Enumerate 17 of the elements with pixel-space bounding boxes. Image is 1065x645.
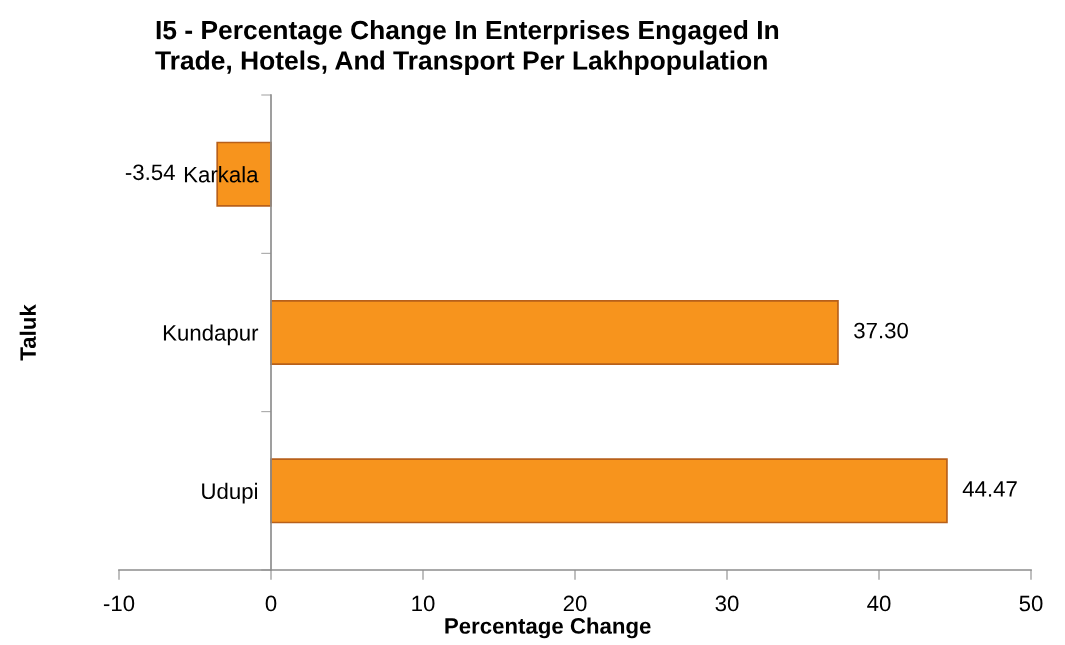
data-label: -3.54 — [125, 164, 175, 181]
x-tick-label: 40 — [867, 595, 891, 612]
x-tick-label: 50 — [1019, 595, 1043, 612]
y-tick-label: Udupi — [202, 482, 258, 504]
bar — [270, 458, 948, 524]
bar — [270, 299, 839, 366]
x-tick-label: 10 — [412, 595, 435, 612]
data-label: 37.30 — [854, 322, 908, 339]
data-label: 44.47 — [962, 481, 1017, 497]
x-tick-label: 30 — [715, 595, 739, 612]
x-tick-label: -10 — [103, 595, 135, 612]
chart-title: I5 - Percentage Change In Enterprises Engaged In Trade, Hotels, And Transport Per Lakhpopulation — [155, 20, 779, 76]
x-tick-label: 0 — [265, 595, 277, 612]
y-tick-label: Kundapur — [163, 324, 259, 346]
x-axis-title: Percentage Change — [445, 617, 651, 639]
y-axis-title: Taluk — [19, 304, 36, 361]
x-tick-label: 20 — [563, 595, 587, 612]
